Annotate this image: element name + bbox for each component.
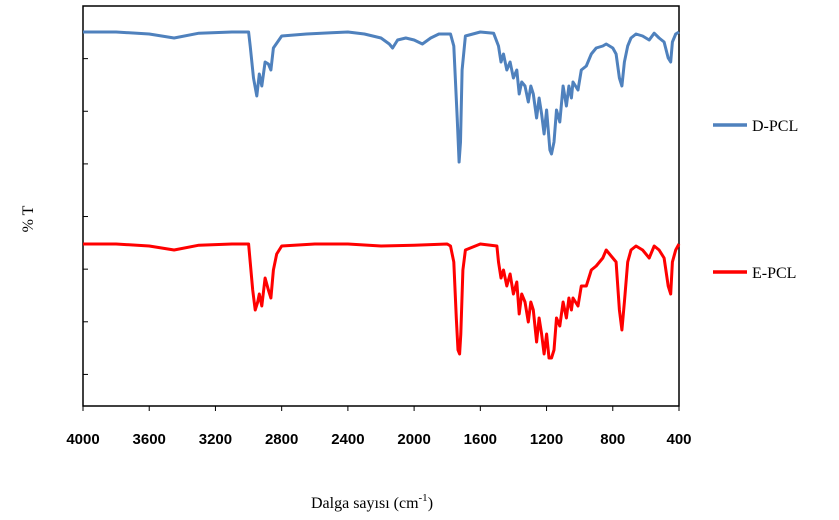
x-tick-label: 2400 xyxy=(331,431,364,448)
legend: D-PCL E-PCL xyxy=(713,118,798,282)
series-lines xyxy=(83,30,681,360)
legend-label-d-pcl: D-PCL xyxy=(752,118,798,135)
y-axis-title: % T xyxy=(20,205,37,232)
x-tick-label: 800 xyxy=(600,431,625,448)
x-axis-title-close: ) xyxy=(428,495,433,512)
x-tick-label: 400 xyxy=(666,431,691,448)
x-axis-ticks: 4000 3600 3200 2800 2400 2000 1600 1200 800 400 xyxy=(66,406,692,448)
x-tick-label: 2800 xyxy=(265,431,298,448)
x-tick-label: 1600 xyxy=(464,431,497,448)
x-axis-title-main: Dalga sayısı (cm xyxy=(311,495,419,512)
x-tick-label: 2000 xyxy=(397,431,430,448)
x-tick-label: 4000 xyxy=(66,431,99,448)
x-axis-title: Dalga sayısı (cm-1) xyxy=(311,492,433,512)
series-line-e-pcl xyxy=(83,242,681,360)
x-axis-title-sup: -1 xyxy=(419,492,428,504)
x-tick-label: 3200 xyxy=(199,431,232,448)
x-tick-label: 1200 xyxy=(530,431,563,448)
y-axis-ticks xyxy=(83,58,88,375)
x-tick-label: 3600 xyxy=(133,431,166,448)
plot-area-frame xyxy=(82,5,680,407)
series-line-d-pcl xyxy=(83,30,680,164)
legend-label-e-pcl: E-PCL xyxy=(752,265,796,282)
